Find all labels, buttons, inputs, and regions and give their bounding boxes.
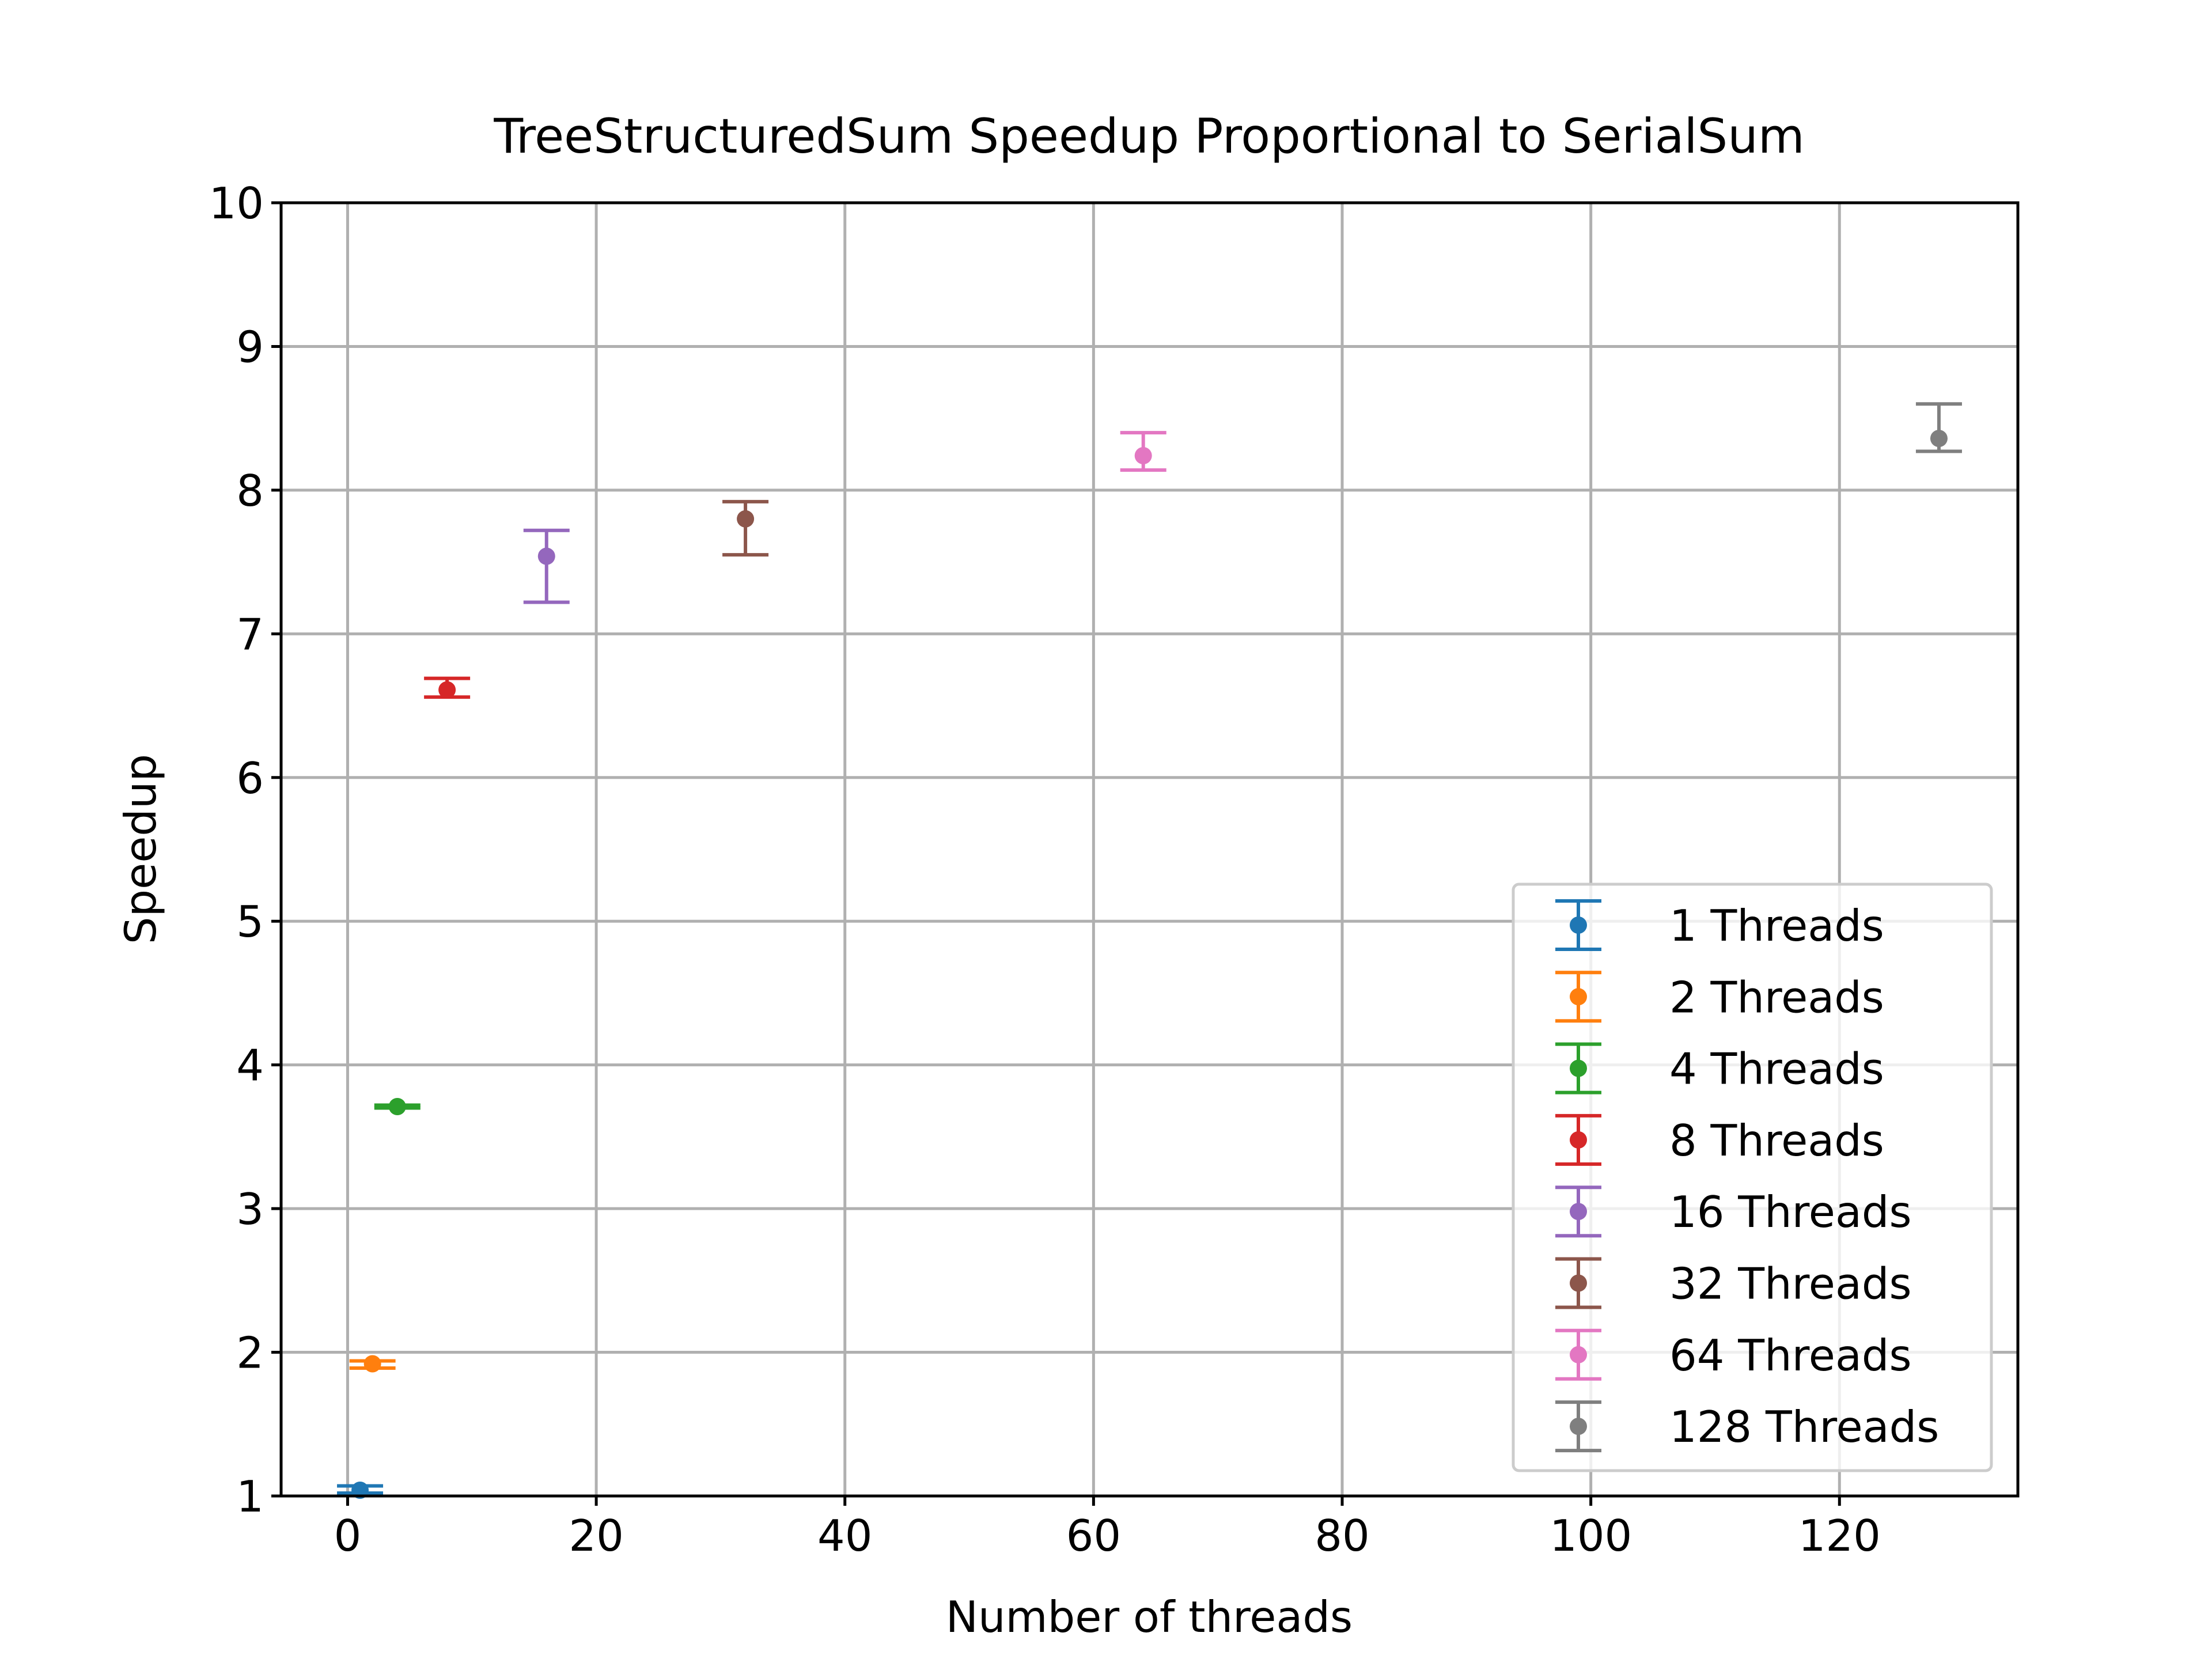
legend-label: 16 Threads <box>1669 1187 1912 1237</box>
x-axis-label: Number of threads <box>946 1592 1353 1642</box>
x-tick-label: 120 <box>1798 1510 1881 1561</box>
y-tick-label: 9 <box>236 321 264 372</box>
y-tick-label: 3 <box>236 1184 264 1234</box>
y-tick-label: 5 <box>236 896 264 947</box>
legend-frame <box>1512 882 1993 1472</box>
x-tick-label: 20 <box>569 1510 623 1561</box>
y-axis-label: Speedup <box>115 754 166 944</box>
legend-item: 32 Threads <box>1555 1257 1912 1309</box>
legend-label: 8 Threads <box>1669 1115 1884 1166</box>
y-tick-label: 10 <box>209 178 264 229</box>
data-point <box>737 510 755 528</box>
legend-item: 2 Threads <box>1555 971 1884 1023</box>
errorbar-point-group <box>1120 431 1166 472</box>
data-point <box>537 547 555 565</box>
legend-item: 64 Threads <box>1555 1328 1912 1381</box>
data-point <box>1134 447 1152 465</box>
legend-marker <box>1570 1203 1587 1221</box>
legend-label: 128 Threads <box>1669 1402 1939 1452</box>
legend: 1 Threads 2 Threads 4 Threads 8 Threads 16 T… <box>1512 882 1993 1472</box>
chart-title: TreeStructuredSum Speedup Proportional t… <box>493 108 1804 164</box>
legend-item: 1 Threads <box>1555 899 1884 951</box>
legend-marker <box>1570 1418 1587 1435</box>
legend-marker <box>1570 1274 1587 1292</box>
plot-frame <box>279 201 2020 1498</box>
x-tick-label: 100 <box>1550 1510 1632 1561</box>
data-point <box>363 1355 381 1373</box>
x-tick-label: 0 <box>334 1510 362 1561</box>
legend-marker <box>1570 1059 1587 1077</box>
legend-marker <box>1570 1346 1587 1363</box>
legend-items: 1 Threads 2 Threads 4 Threads 8 Threads 16 T… <box>1555 899 1939 1453</box>
errorbar-point-group <box>349 1355 396 1373</box>
y-tick-label: 1 <box>236 1471 264 1522</box>
y-tick-label: 7 <box>236 609 264 660</box>
y-axis-ticks: 1 2 3 4 5 6 7 8 9 10 <box>209 178 281 1522</box>
x-tick-label: 60 <box>1066 1510 1121 1561</box>
legend-label: 64 Threads <box>1669 1330 1912 1381</box>
legend-marker <box>1570 916 1587 934</box>
legend-label: 1 Threads <box>1669 900 1884 951</box>
legend-marker <box>1570 1131 1587 1149</box>
legend-item: 128 Threads <box>1555 1400 1939 1453</box>
legend-item: 8 Threads <box>1555 1113 1884 1166</box>
data-point <box>1930 430 1948 448</box>
legend-label: 32 Threads <box>1669 1259 1912 1309</box>
x-tick-label: 80 <box>1315 1510 1369 1561</box>
y-tick-label: 2 <box>236 1328 264 1378</box>
y-tick-label: 4 <box>236 1040 264 1091</box>
x-tick-label: 40 <box>817 1510 872 1561</box>
legend-label: 2 Threads <box>1669 972 1884 1022</box>
legend-item: 4 Threads <box>1555 1042 1884 1094</box>
legend-label: 4 Threads <box>1669 1044 1884 1094</box>
legend-item: 16 Threads <box>1555 1185 1912 1238</box>
errorbar-point-group <box>424 676 471 699</box>
y-tick-label: 6 <box>236 753 264 804</box>
x-axis-ticks: 0 20 40 60 80 100 120 <box>334 1496 1881 1561</box>
data-point <box>388 1098 406 1116</box>
errorbar-point-group <box>722 499 769 557</box>
data-point <box>438 681 456 699</box>
y-tick-label: 8 <box>236 465 264 516</box>
errorbar-point-group <box>1915 402 1962 453</box>
errorbar-point-group <box>374 1098 421 1116</box>
errorbar-point-group <box>523 528 570 604</box>
legend-marker <box>1570 988 1587 1006</box>
